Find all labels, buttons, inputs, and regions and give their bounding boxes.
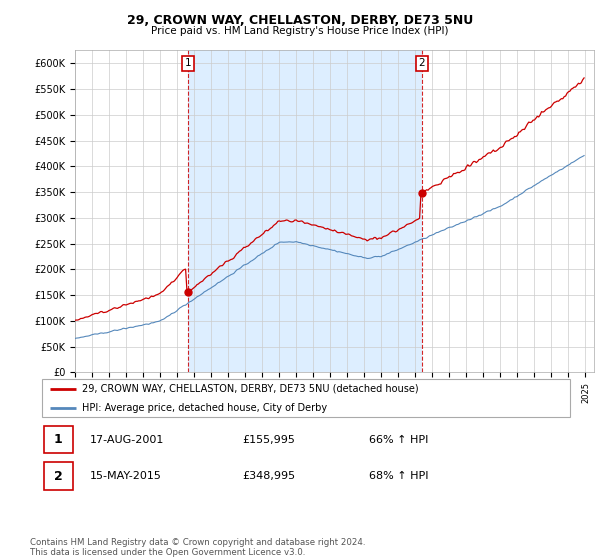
Bar bbox=[188, 50, 422, 372]
Text: 2: 2 bbox=[418, 58, 425, 68]
Text: 1: 1 bbox=[184, 58, 191, 68]
Text: 15-MAY-2015: 15-MAY-2015 bbox=[89, 471, 161, 481]
Bar bbox=[44, 463, 73, 489]
Text: £155,995: £155,995 bbox=[242, 435, 296, 445]
Text: 29, CROWN WAY, CHELLASTON, DERBY, DE73 5NU: 29, CROWN WAY, CHELLASTON, DERBY, DE73 5… bbox=[127, 14, 473, 27]
Bar bbox=[44, 426, 73, 454]
Text: £348,995: £348,995 bbox=[242, 471, 296, 481]
Text: 29, CROWN WAY, CHELLASTON, DERBY, DE73 5NU (detached house): 29, CROWN WAY, CHELLASTON, DERBY, DE73 5… bbox=[82, 384, 418, 394]
Text: Contains HM Land Registry data © Crown copyright and database right 2024.
This d: Contains HM Land Registry data © Crown c… bbox=[30, 538, 365, 557]
Text: 2: 2 bbox=[54, 469, 62, 483]
Text: 1: 1 bbox=[54, 433, 62, 446]
Text: HPI: Average price, detached house, City of Derby: HPI: Average price, detached house, City… bbox=[82, 403, 327, 413]
Text: Price paid vs. HM Land Registry's House Price Index (HPI): Price paid vs. HM Land Registry's House … bbox=[151, 26, 449, 36]
Text: 17-AUG-2001: 17-AUG-2001 bbox=[89, 435, 164, 445]
Text: 66% ↑ HPI: 66% ↑ HPI bbox=[370, 435, 429, 445]
Text: 68% ↑ HPI: 68% ↑ HPI bbox=[370, 471, 429, 481]
